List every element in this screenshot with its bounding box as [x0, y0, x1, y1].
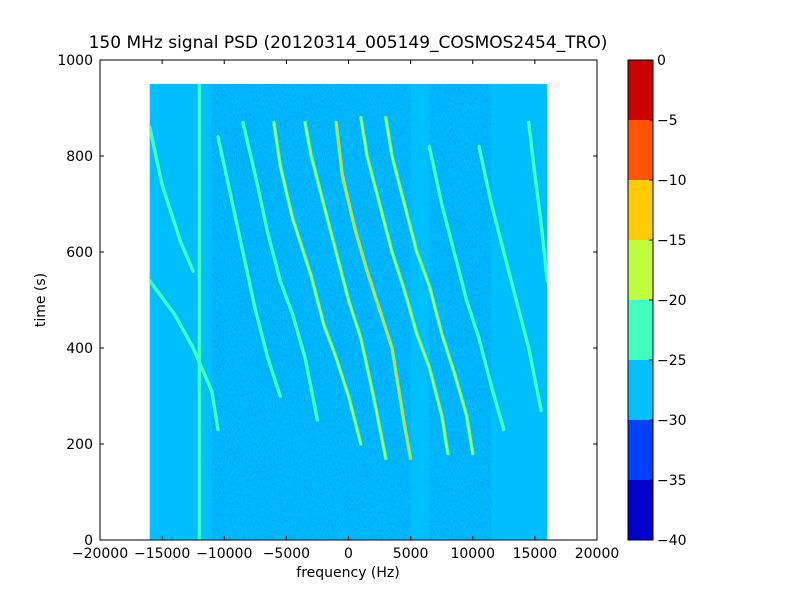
signal-trace — [273, 121, 362, 445]
y-tick-label: 600 — [66, 245, 93, 261]
colorbar-tick-label: −20 — [657, 293, 687, 309]
colorbar-tick-label: −25 — [657, 353, 687, 369]
x-tick-label: −10000 — [196, 546, 252, 562]
signal-trace — [217, 136, 282, 397]
signal-trace — [304, 121, 387, 460]
x-tick-label: 5000 — [393, 546, 429, 562]
colorbar-tick-label: −15 — [657, 233, 687, 249]
x-tick-label: −15000 — [134, 546, 190, 562]
signal-trace — [335, 121, 412, 460]
colorbar-segment — [628, 360, 653, 420]
colorbar-segment — [628, 420, 653, 480]
signal-trace — [478, 145, 542, 412]
colorbar-segment — [628, 180, 653, 240]
colorbar-segment — [628, 120, 653, 180]
x-tick-label: 10000 — [450, 546, 495, 562]
x-axis-label: frequency (Hz) — [296, 565, 399, 581]
plot-frame — [99, 59, 598, 541]
colorbar-ticks: −40 −35 −30 −25 −20 −15 −10 −5 0 — [649, 53, 687, 549]
signal-trace — [242, 121, 319, 421]
colorbar-segment — [628, 300, 653, 360]
colorbar-frame — [627, 59, 654, 541]
y-tick-label: 200 — [66, 437, 93, 453]
colorbar-segment — [628, 480, 653, 540]
colorbar-segment — [628, 60, 653, 120]
colorbar-segment — [628, 240, 653, 300]
colorbar-tick-label: −10 — [657, 173, 687, 189]
signal-trace — [527, 121, 547, 282]
plot-area: −20000 −15000 −10000 −5000 0 5000 10000 15000 20… — [57, 53, 619, 562]
x-axis-ticks: −20000 −15000 −10000 −5000 0 5000 10000 15000 20… — [72, 60, 619, 562]
noise-band — [429, 84, 492, 540]
colorbar-tick-label: 0 — [657, 53, 666, 69]
colorbar-segments — [628, 60, 653, 540]
y-axis-ticks: 0 200 400 600 800 1000 — [57, 53, 597, 549]
x-tick-label: 0 — [344, 546, 353, 562]
colorbar-tick-label: −40 — [657, 533, 687, 549]
x-tick-label: −20000 — [72, 546, 128, 562]
colorbar-tick-label: −5 — [657, 113, 678, 129]
signal-trace — [428, 145, 505, 431]
signal-trace — [384, 116, 474, 455]
y-tick-label: 800 — [66, 149, 93, 165]
x-tick-label: −5000 — [263, 546, 310, 562]
y-tick-label: 400 — [66, 341, 93, 357]
y-tick-label: 1000 — [57, 53, 93, 69]
y-tick-label: 0 — [84, 533, 93, 549]
colorbar: −40 −35 −30 −25 −20 −15 −10 −5 0 — [627, 53, 687, 549]
colorbar-tick-label: −30 — [657, 413, 687, 429]
y-axis-label: time (s) — [33, 273, 49, 327]
x-tick-label: 15000 — [513, 546, 558, 562]
signal-trace — [150, 126, 194, 273]
colorbar-tick-label: −35 — [657, 473, 687, 489]
chart-title: 150 MHz signal PSD (20120314_005149_COSM… — [89, 33, 608, 53]
signal-trace — [150, 280, 219, 431]
x-tick-label: 20000 — [575, 546, 620, 562]
signal-traces — [150, 84, 547, 540]
signal-trace — [360, 116, 449, 455]
